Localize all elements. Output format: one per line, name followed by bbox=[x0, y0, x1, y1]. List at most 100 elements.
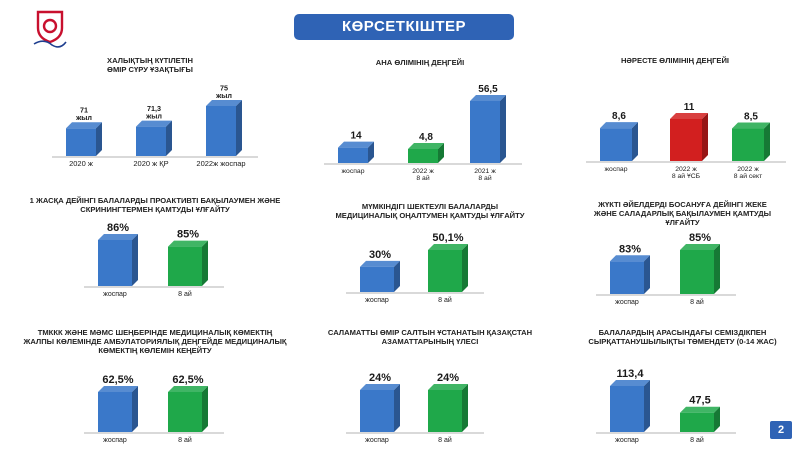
chart-svg: 113,4 жоспар 47,5 8 ай bbox=[596, 368, 736, 444]
bar-top bbox=[136, 120, 172, 127]
bar-side bbox=[702, 113, 708, 161]
bar-value-label: 85% bbox=[177, 229, 199, 241]
chart-title-line: ЖАЛПЫ КӨЛЕМІНДЕ АМБУЛАТОРИЯЛЫҚ ДЕҢГЕЙДЕ … bbox=[23, 337, 287, 346]
bar-side bbox=[394, 260, 400, 292]
bar-top bbox=[732, 122, 770, 129]
bar-side bbox=[644, 380, 650, 432]
bar-top bbox=[168, 386, 208, 392]
chart-panel-prenatal-care: ЖҮКТІ ӘЙЕЛДЕРДІ БОСАНУҒА ДЕЙІНГІ ЖЕКЕ ЖӘН… bbox=[570, 196, 795, 308]
bar-front bbox=[610, 261, 644, 294]
bar-side bbox=[132, 386, 138, 432]
bar-value-label: 62,5% bbox=[102, 374, 133, 386]
bar-value-label: 30% bbox=[369, 249, 391, 261]
page-number: 2 bbox=[770, 421, 792, 439]
bar-front bbox=[408, 149, 438, 163]
bar-front bbox=[168, 246, 202, 286]
bar-value-label: 24% bbox=[369, 372, 391, 384]
bar-value-label: 86% bbox=[107, 222, 129, 234]
bar-front bbox=[206, 106, 236, 156]
chart-title: МҮМКІНДІГІ ШЕКТЕУЛІ БАЛАЛАРДЫ МЕДИЦИНАЛЫҚ… bbox=[300, 202, 560, 220]
bar bbox=[168, 240, 208, 286]
category-label: жоспар bbox=[342, 168, 365, 175]
chart-title-line: КӨМЕКТІҢ КӨЛЕМІН КЕҢЕЙТУ bbox=[98, 346, 212, 355]
category-label: жоспар bbox=[605, 166, 628, 173]
bar-value-label: 11 bbox=[684, 102, 695, 113]
bar-value-label: 8,6 bbox=[612, 111, 626, 122]
logo-circle bbox=[42, 18, 58, 34]
chart-title-line: 1 ЖАСҚА ДЕЙІНГІ БАЛАЛАРДЫ ПРОАКТИВТІ БАҚ… bbox=[29, 196, 281, 205]
chart-panel-outpatient-care: ТМККК ЖӘНЕ МӘМС ШЕҢБЕРІНДЕ МЕДИЦИНАЛЫҚ К… bbox=[10, 322, 300, 444]
logo-emblem bbox=[36, 10, 64, 44]
chart-svg: 24% жоспар 24% 8 ай bbox=[346, 372, 484, 444]
bar-front bbox=[66, 128, 96, 156]
chart-panel-child-obesity: БАЛАЛАРДЫҢ АРАСЫНДАҒЫ СЕМІЗДІКПЕН СЫРҚАТТ… bbox=[570, 322, 795, 444]
bar-top bbox=[360, 384, 400, 390]
chart-title-line: АЗАМАТТАРЫНЫҢ ҮЛЕСІ bbox=[381, 337, 479, 346]
bar-value-label: 24% bbox=[437, 372, 459, 384]
chart-title: 1 ЖАСҚА ДЕЙІНГІ БАЛАЛАРДЫ ПРОАКТИВТІ БАҚ… bbox=[10, 196, 300, 214]
bar-front bbox=[680, 412, 714, 432]
bar-value-label: 75 жыл bbox=[215, 83, 232, 100]
bar-value-label: 85% bbox=[689, 232, 711, 244]
bar-side bbox=[644, 255, 650, 294]
bar bbox=[610, 255, 650, 294]
bar-top bbox=[610, 255, 650, 262]
bar-side bbox=[236, 100, 242, 156]
chart-title-line: ҰЛҒАЙТУ bbox=[665, 218, 700, 227]
bar-side bbox=[462, 244, 468, 292]
bar-top bbox=[600, 122, 638, 129]
bar bbox=[600, 122, 638, 161]
bar bbox=[408, 143, 444, 163]
bar-front bbox=[670, 119, 702, 161]
bar bbox=[98, 234, 138, 286]
chart-panel-life-expectancy: ХАЛЫҚТЫҢ КҮТІЛЕТІН ӨМІР СҮРУ ҰЗАҚТЫҒЫ 71 ж… bbox=[30, 50, 270, 180]
bar bbox=[206, 100, 242, 156]
bar-side bbox=[714, 406, 720, 432]
bar-front bbox=[98, 392, 132, 432]
bar-value-label: 47,5 bbox=[689, 395, 710, 407]
chart-title-line: АНА ӨЛІМІНІҢ ДЕҢГЕЙІ bbox=[375, 58, 465, 67]
bar-top bbox=[360, 260, 400, 267]
bar-value-label: 83% bbox=[619, 243, 641, 255]
bar-side bbox=[500, 95, 506, 163]
bar bbox=[338, 141, 374, 163]
bar-side bbox=[438, 143, 444, 163]
bar-top bbox=[408, 143, 444, 149]
chart-title: ЖҮКТІ ӘЙЕЛДЕРДІ БОСАНУҒА ДЕЙІНГІ ЖЕКЕ ЖӘН… bbox=[570, 200, 795, 227]
bar-front bbox=[470, 101, 500, 163]
bar-front bbox=[680, 250, 714, 294]
chart-panel-healthy-lifestyle: САЛАМАТТЫ ӨМІР САЛТЫН ҰСТАНАТЫН ҚАЗАҚСТА… bbox=[300, 322, 560, 444]
bar-front bbox=[360, 390, 394, 432]
category-label: 8 ай bbox=[178, 436, 192, 444]
chart-title: АНА ӨЛІМІНІҢ ДЕҢГЕЙІ bbox=[300, 58, 540, 67]
bar-front bbox=[338, 147, 368, 163]
category-label: 8 ай bbox=[690, 436, 704, 444]
chart-svg: 62,5% жоспар 62,5% 8 ай bbox=[84, 374, 224, 444]
chart-title-line: МҮМКІНДІГІ ШЕКТЕУЛІ БАЛАЛАРДЫ bbox=[361, 202, 499, 211]
bar-top bbox=[98, 386, 138, 392]
bar-front bbox=[98, 240, 132, 286]
bar-value-label: 50,1% bbox=[432, 232, 463, 244]
bar-value-label: 56,5 bbox=[478, 84, 498, 95]
logo bbox=[33, 10, 67, 48]
category-label: 2022ж жоспар bbox=[196, 159, 245, 168]
page-title: КӨРСЕТКІШТЕР bbox=[294, 14, 514, 40]
bar-top bbox=[338, 141, 374, 148]
chart-title: САЛАМАТТЫ ӨМІР САЛТЫН ҰСТАНАТЫН ҚАЗАҚСТА… bbox=[300, 328, 560, 346]
category-label: 2020 ж bbox=[69, 159, 93, 168]
bar bbox=[360, 384, 400, 432]
bar bbox=[470, 95, 506, 163]
category-label: 2020 ж ҚР bbox=[133, 159, 168, 168]
category-label: жоспар bbox=[365, 297, 389, 304]
bar-value-label: 62,5% bbox=[172, 374, 203, 386]
chart-title-line: ЖӘНЕ САЛАДАРЛЫҚ БАҚЫЛАУМЕН ҚАМТУДЫ bbox=[593, 209, 772, 218]
bar-value-label: 4,8 bbox=[419, 132, 433, 143]
chart-title-line: МЕДИЦИНАЛЫҚ ОҢАЛТУМЕН ҚАМТУДЫ ҰЛҒАЙТУ bbox=[335, 211, 525, 220]
chart-title: ТМККК ЖӘНЕ МӘМС ШЕҢБЕРІНДЕ МЕДИЦИНАЛЫҚ К… bbox=[10, 328, 300, 355]
bar bbox=[680, 244, 720, 294]
bar-front bbox=[168, 392, 202, 432]
bar-side bbox=[714, 244, 720, 294]
category-label: жоспар bbox=[615, 299, 639, 306]
